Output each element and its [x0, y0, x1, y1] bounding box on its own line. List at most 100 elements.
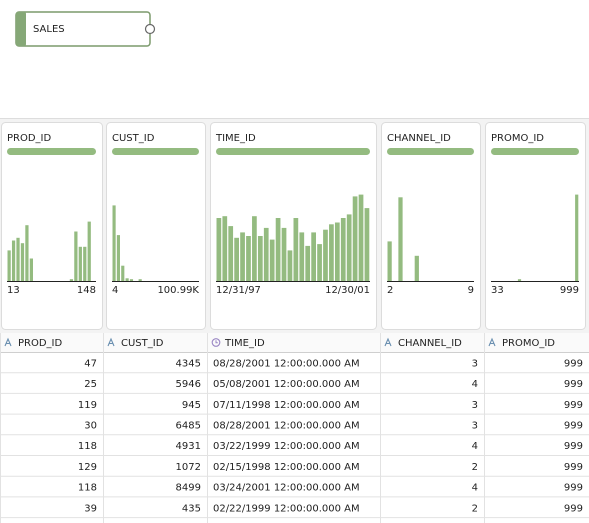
table-cell: 118	[78, 441, 97, 452]
histogram-bar	[323, 229, 328, 281]
histogram-bar	[317, 244, 322, 281]
table-cell: 999	[564, 503, 583, 514]
histogram-bar	[138, 279, 142, 281]
table-cell: 4	[472, 483, 478, 494]
histogram-bar	[83, 246, 87, 281]
profile-card	[106, 122, 206, 330]
range-max: 12/30/01	[325, 285, 370, 296]
histogram-bar	[263, 227, 269, 281]
histogram-bar	[87, 221, 91, 281]
range-min: 33	[491, 285, 504, 296]
table-cell: 39	[84, 503, 97, 514]
column-header: PROD_ID	[18, 338, 62, 349]
histogram-bar	[121, 265, 125, 281]
range-min: 13	[7, 285, 20, 296]
table-cell: 02/22/1999 12:00:00.000 AM	[213, 503, 360, 514]
table-cell: 999	[564, 483, 583, 494]
table-cell: 129	[78, 462, 97, 473]
profile-title: CUST_ID	[112, 133, 155, 144]
table-cell: 3	[472, 420, 478, 431]
histogram-bar	[398, 197, 403, 281]
table-cell: 30	[84, 420, 97, 431]
table-cell: 47	[84, 358, 97, 369]
table-cell: 999	[564, 379, 583, 390]
histogram-bar	[358, 194, 364, 281]
range-min: 12/31/97	[216, 285, 261, 296]
histogram-bar	[311, 232, 316, 281]
sales-node[interactable]: SALES	[15, 11, 156, 47]
text-type-icon	[107, 337, 115, 347]
histogram-bar	[16, 237, 20, 281]
table-cell: 999	[564, 441, 583, 452]
profile-bar	[387, 148, 474, 155]
histogram-bar	[364, 208, 370, 281]
histogram-bar	[281, 227, 287, 281]
histogram-bar	[299, 232, 305, 281]
histogram-bar	[234, 237, 239, 281]
histogram-bar	[387, 241, 392, 281]
table-header-bg	[0, 333, 589, 352]
histogram-bar	[129, 279, 134, 281]
profile-bar	[216, 148, 370, 155]
clock-face	[211, 338, 221, 347]
table-cell: 435	[182, 503, 201, 514]
histogram-bar	[222, 216, 228, 281]
table-cell: 02/15/1998 12:00:00.000 AM	[213, 462, 360, 473]
histogram-bar	[329, 224, 334, 281]
table-cell: 945	[182, 400, 201, 411]
histogram-bar	[7, 250, 11, 281]
histogram-bar	[257, 236, 263, 281]
table-cell: 3	[472, 358, 478, 369]
histogram-bar	[29, 258, 33, 281]
histogram-bar	[11, 240, 16, 281]
table-cell: 4931	[176, 441, 201, 452]
histogram-bar	[334, 222, 340, 281]
table-cell: 1072	[176, 462, 201, 473]
histogram-bar	[352, 196, 358, 281]
table-cell: 6485	[176, 420, 201, 431]
text-type-icon	[488, 337, 496, 347]
histogram-bar	[275, 218, 281, 281]
clock-icon	[211, 338, 221, 347]
histogram-bar	[228, 226, 234, 281]
profile-title: TIME_ID	[215, 133, 256, 144]
table-cell: 8499	[176, 483, 201, 494]
node-label: SALES	[33, 24, 65, 35]
range-max: 9	[468, 285, 474, 296]
histogram-bar	[74, 231, 78, 281]
table-cell: 999	[564, 358, 583, 369]
histogram-bar	[252, 216, 257, 281]
range-min: 2	[387, 285, 393, 296]
histogram-bar	[575, 194, 579, 281]
table-cell: 07/11/1998 12:00:00.000 AM	[213, 400, 360, 411]
histogram-bar	[20, 243, 25, 281]
histogram-bar	[240, 232, 245, 281]
histogram-bar	[246, 236, 251, 281]
profile-bar	[7, 148, 96, 155]
histogram-bar	[116, 235, 120, 281]
histogram-bar	[78, 246, 82, 281]
range-max: 100.99K	[157, 285, 199, 296]
profile-title: PROMO_ID	[491, 133, 544, 144]
column-header: CHANNEL_ID	[398, 338, 462, 349]
table-cell: 999	[564, 420, 583, 431]
table-cell: 4345	[176, 358, 201, 369]
profile-bar	[112, 148, 199, 155]
histogram-bar	[305, 245, 311, 281]
column-header: TIME_ID	[224, 338, 265, 349]
histogram-bar	[112, 205, 116, 281]
node-port[interactable]	[144, 23, 156, 35]
histogram-bar	[287, 250, 293, 281]
text-type-icon	[384, 337, 392, 347]
profile-bar	[491, 148, 579, 155]
node-stripe	[16, 12, 26, 46]
table-cell: 05/08/2001 12:00:00.000 AM	[213, 379, 360, 390]
table-cell: 3	[472, 400, 478, 411]
range-max: 148	[77, 285, 96, 296]
text-type-icon	[4, 337, 12, 347]
table-cell: 03/24/2001 12:00:00.000 AM	[213, 483, 360, 494]
column-header: CUST_ID	[121, 338, 164, 349]
table-cell: 5946	[176, 379, 201, 390]
table-cell: 999	[564, 462, 583, 473]
